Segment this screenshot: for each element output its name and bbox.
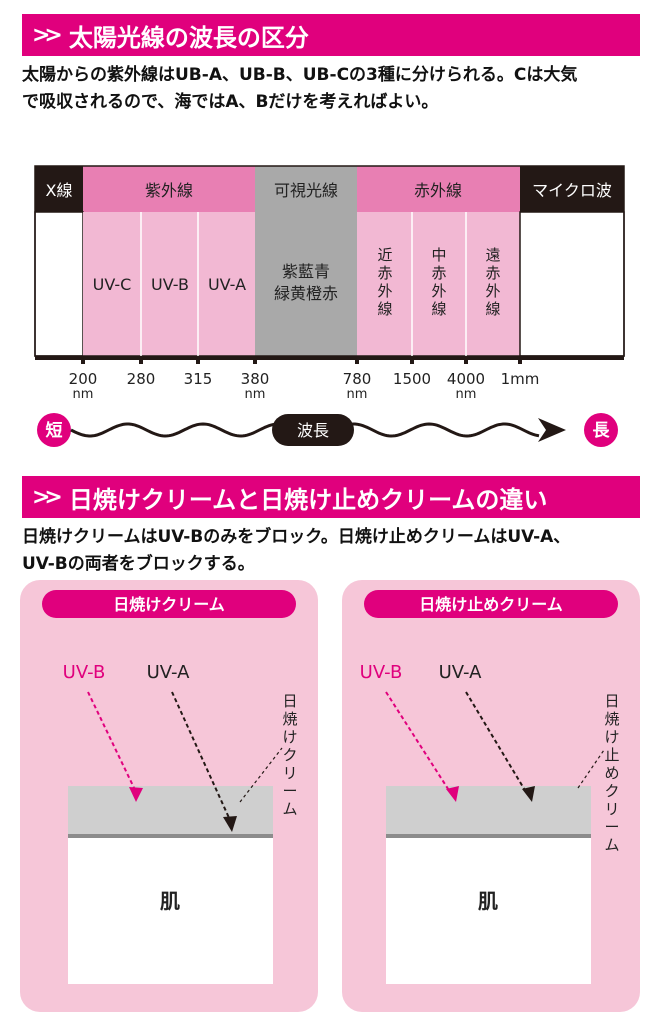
tick-label: 780 bbox=[343, 370, 372, 388]
axis-tick bbox=[139, 356, 143, 364]
visible-body bbox=[255, 212, 357, 356]
cream-layer bbox=[68, 786, 273, 838]
panel-sunscreen-cream: 日焼け止めクリーム UV-B UV-A 肌 日焼け止めクリーム bbox=[342, 580, 640, 1012]
wavelength-spectrum-diagram: X線 紫外線 可視光線 赤外線 マイクロ波 UV-C UV-B UV-A 紫藍青… bbox=[34, 165, 625, 402]
panel-title-pill bbox=[42, 590, 296, 618]
skin-block bbox=[386, 838, 591, 984]
ir-band-label: 遠赤外線 bbox=[485, 246, 500, 318]
cream-layer-label: 日焼けクリーム bbox=[282, 692, 297, 818]
uv-header-bg bbox=[83, 166, 255, 212]
category-uv: 紫外線 bbox=[145, 181, 193, 200]
axis-tick bbox=[355, 356, 359, 364]
tick-label: 280 bbox=[127, 370, 156, 388]
skin-label: 肌 bbox=[478, 889, 498, 913]
band-uv-a: UV-A bbox=[208, 275, 246, 294]
uvb-arrow-head-icon bbox=[446, 786, 459, 802]
section2-description: 日焼けクリームはUV-Bのみをブロック。日焼け止めクリームはUV-A、 UV-B… bbox=[22, 527, 571, 574]
ir-band-labels: 近赤外線 中赤外線 遠赤外線 bbox=[377, 246, 500, 318]
wavelength-direction-arrow: 短 波長 長 bbox=[37, 413, 618, 447]
uvb-label: UV-B bbox=[63, 662, 106, 683]
tick-label: 4000 bbox=[447, 370, 485, 388]
short-circle bbox=[37, 413, 71, 447]
panel-title: 日焼けクリーム bbox=[113, 595, 225, 614]
ir-band-label: 近赤外線 bbox=[377, 246, 392, 318]
axis-tick bbox=[410, 356, 414, 364]
tick-label: 1mm bbox=[501, 370, 540, 388]
ir-body bbox=[357, 212, 520, 356]
skin-block bbox=[68, 838, 273, 984]
cream-layer-label: 日焼け止めクリーム bbox=[604, 692, 619, 854]
uv-body bbox=[83, 212, 255, 356]
axis-tick bbox=[253, 356, 257, 364]
skin-label: 肌 bbox=[160, 889, 180, 913]
section1-banner: >> 太陽光線の波長の区分 bbox=[22, 14, 640, 56]
uva-arrow-head-icon bbox=[223, 816, 237, 832]
short-label: 短 bbox=[46, 420, 63, 441]
uvb-label: UV-B bbox=[360, 662, 403, 683]
xray-header-bg bbox=[35, 166, 83, 212]
category-infrared: 赤外線 bbox=[414, 181, 462, 200]
wave-label: 波長 bbox=[297, 421, 329, 440]
band-uv-c: UV-C bbox=[93, 275, 132, 294]
section1-title: 太陽光線の波長の区分 bbox=[68, 23, 309, 52]
tick-unit: nm bbox=[347, 387, 368, 402]
tick-unit: nm bbox=[245, 387, 266, 402]
axis-tick bbox=[518, 356, 522, 364]
xray-body bbox=[34, 211, 84, 357]
wave-label-pill bbox=[272, 414, 354, 446]
microwave-body bbox=[519, 211, 625, 357]
wavelength-axis bbox=[35, 356, 624, 360]
tick-unit: nm bbox=[456, 387, 477, 402]
chevron-double-right-icon: >> bbox=[32, 484, 63, 510]
band-uv-b: UV-B bbox=[151, 275, 189, 294]
chevron-double-right-icon: >> bbox=[32, 22, 63, 48]
visible-header-bg bbox=[255, 166, 357, 212]
uva-ray bbox=[465, 691, 527, 793]
tick-label: 315 bbox=[184, 370, 213, 388]
axis-tick bbox=[464, 356, 468, 364]
cream-layer-base bbox=[68, 834, 273, 838]
ir-header-bg bbox=[357, 166, 520, 212]
long-label: 長 bbox=[593, 421, 611, 441]
uva-label: UV-A bbox=[147, 662, 191, 683]
uva-arrow-head-icon bbox=[522, 786, 535, 802]
uvb-ray bbox=[87, 691, 137, 793]
category-visible: 可視光線 bbox=[274, 181, 338, 200]
ir-band-label: 中赤外線 bbox=[431, 246, 446, 318]
cream-layer-base bbox=[386, 834, 591, 838]
microwave-header-bg bbox=[520, 166, 624, 212]
arrow-head-icon bbox=[538, 418, 566, 442]
uvb-ray bbox=[385, 691, 451, 793]
section2-banner: >> 日焼けクリームと日焼け止めクリームの違い bbox=[22, 476, 640, 518]
uvb-arrow-head-icon bbox=[129, 787, 143, 802]
category-microwave: マイクロ波 bbox=[532, 181, 612, 200]
panel-sunscreen-cream-diagram: 日焼け止めクリーム UV-B UV-A 肌 日焼け止めクリーム bbox=[360, 590, 620, 984]
panel-title: 日焼け止めクリーム bbox=[419, 595, 563, 614]
axis-tick bbox=[196, 356, 200, 364]
panel-title-pill bbox=[364, 590, 618, 618]
uva-label: UV-A bbox=[439, 662, 483, 683]
long-circle bbox=[584, 413, 618, 447]
layer-leader-line bbox=[577, 749, 605, 789]
axis-ticks: 200 280 315 380 780 1500 4000 1mm nm nm nm nm bbox=[69, 356, 540, 402]
category-xray: X線 bbox=[46, 181, 73, 200]
axis-tick bbox=[81, 356, 85, 364]
uva-ray bbox=[171, 691, 231, 821]
tick-label: 200 bbox=[69, 370, 98, 388]
panel-sunburn-cream-diagram: 日焼けクリーム UV-B UV-A 肌 日焼けクリーム bbox=[42, 590, 298, 984]
tick-label: 380 bbox=[241, 370, 270, 388]
panel-sunburn-cream: 日焼けクリーム UV-B UV-A 肌 日焼けクリーム bbox=[20, 580, 318, 1012]
tick-unit: nm bbox=[73, 387, 94, 402]
tick-label: 1500 bbox=[393, 370, 431, 388]
visible-colors-label: 紫藍青緑黄橙赤 bbox=[274, 262, 338, 303]
section2-title: 日焼けクリームと日焼け止めクリームの違い bbox=[68, 485, 548, 514]
section1-description: 太陽からの紫外線はUB-A、UB-B、UB-Cの3種に分けられる。Cは大気 で吸… bbox=[22, 65, 578, 112]
cream-layer bbox=[386, 786, 591, 838]
